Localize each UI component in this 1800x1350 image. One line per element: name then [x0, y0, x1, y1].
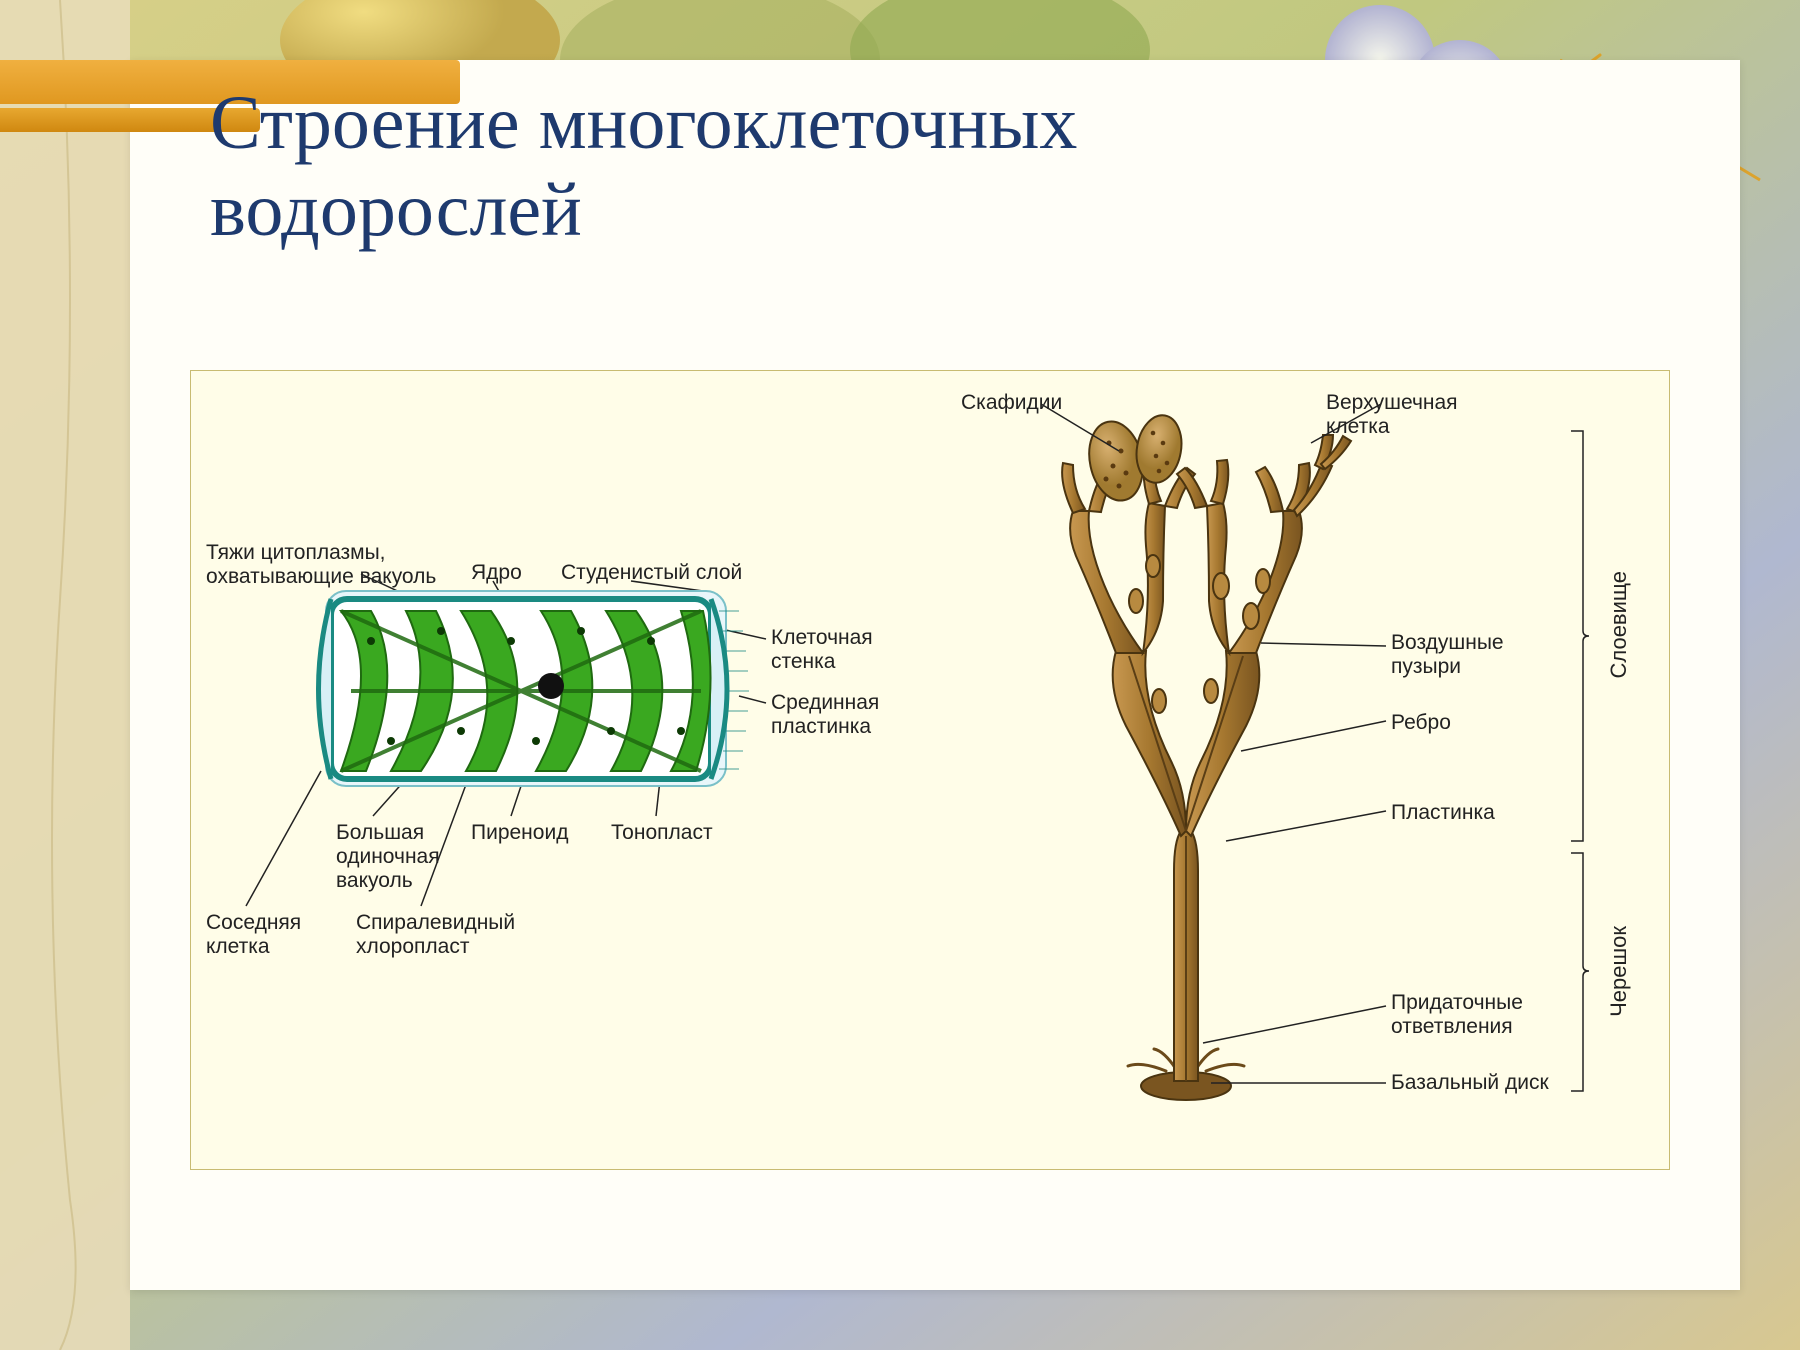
label-strands: Тяжи цитоплазмы, охватывающие вакуоль [206, 541, 436, 589]
label-gel-layer: Студенистый слой [561, 561, 742, 585]
label-apical-cell: Верхушечная клетка [1326, 391, 1458, 439]
diagram-panel: Тяжи цитоплазмы, охватывающие вакуоль Яд… [190, 370, 1670, 1170]
label-pyrenoid: Пиреноид [471, 821, 568, 845]
label-basal-disk: Базальный диск [1391, 1071, 1549, 1095]
label-neighbor: Соседняя клетка [206, 911, 301, 959]
label-nucleus: Ядро [471, 561, 522, 585]
label-middle-lam: Срединная пластинка [771, 691, 879, 739]
bracket-label-stipe: Черешок [1606, 926, 1632, 1017]
alga-diagram [911, 371, 1671, 1151]
label-scaphidia: Скафидии [961, 391, 1062, 415]
bracket-label-thallus: Слоевище [1606, 571, 1632, 679]
label-rib: Ребро [1391, 711, 1451, 735]
page-title: Строение многоклеточных водорослей [210, 80, 1077, 255]
label-adventitious: Придаточные ответвления [1391, 991, 1523, 1039]
label-tonoplast: Тонопласт [611, 821, 713, 845]
label-cell-wall: Клеточная стенка [771, 626, 873, 674]
label-air-bubbles: Воздушные пузыри [1391, 631, 1504, 679]
cell-diagram [191, 371, 911, 1131]
label-plate: Пластинка [1391, 801, 1495, 825]
label-spiral-chl: Спиралевидный хлоропласт [356, 911, 515, 959]
label-big-vacuole: Большая одиночная вакуоль [336, 821, 440, 893]
